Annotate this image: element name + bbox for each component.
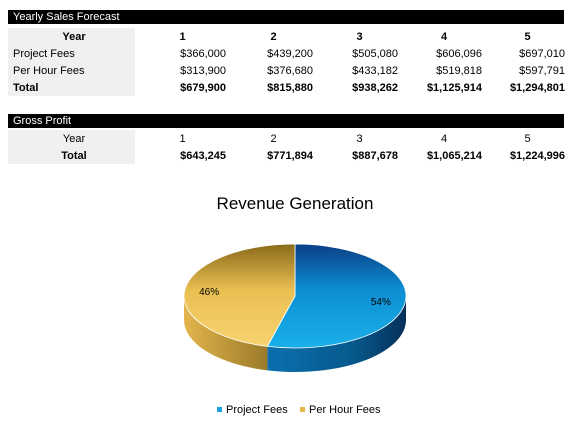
year-2-header: 2: [270, 30, 277, 43]
legend-swatch: [300, 407, 305, 412]
year-header: Year: [8, 28, 135, 45]
total-value: $1,224,996: [509, 149, 565, 162]
cell-value: $313,900: [180, 64, 226, 77]
year-header: Year: [8, 130, 135, 147]
total-value: $643,245: [180, 149, 226, 162]
pie-slice-project-fees: [266, 243, 407, 349]
year-2-header: 2: [270, 132, 277, 145]
total-value: $679,900: [180, 81, 226, 94]
table-row: Project Fees $366,000 $439,200 $505,080 …: [8, 45, 569, 62]
pie-slice-side-per-hour-fees: [184, 296, 268, 371]
cell-value: $697,010: [519, 47, 565, 60]
revenue-pie-chart: Revenue Generation 54% 46% Project Fees Pe…: [183, 194, 407, 416]
cell-value: $376,680: [267, 64, 313, 77]
chart-legend: Project Fees Per Hour Fees: [217, 404, 381, 416]
legend-swatch: [217, 407, 222, 412]
chart-title: Revenue Generation: [217, 194, 374, 213]
pie-slice-side-project-fees: [267, 296, 407, 373]
table-row: Total $643,245 $771,894 $887,678 $1,065,…: [8, 147, 569, 164]
cell-value: $366,000: [180, 47, 226, 60]
cell-value: $433,182: [352, 64, 398, 77]
total-label: Total: [8, 147, 135, 164]
cell-value: $597,791: [519, 64, 565, 77]
year-3-header: 3: [356, 132, 363, 145]
legend-label: Per Hour Fees: [309, 404, 381, 416]
total-value: $1,065,214: [426, 149, 482, 162]
total-value: $938,262: [352, 81, 398, 94]
table-row: Year 1 2 3 4 5: [8, 130, 569, 147]
cell-value: $519,818: [436, 64, 482, 77]
legend-label: Project Fees: [226, 404, 288, 416]
pie-slice-per-hour-fees: [183, 243, 296, 347]
year-5-header: 5: [524, 132, 531, 145]
total-value: $1,294,801: [509, 81, 565, 94]
gross-profit-table: Year 1 2 3 4 5 Total $643,245 $771,894 $…: [8, 130, 569, 164]
row-label: Project Fees: [8, 45, 135, 62]
year-1-header: 1: [179, 30, 186, 43]
total-value: $771,894: [267, 149, 313, 162]
year-4-header: 4: [440, 30, 448, 43]
year-4-header: 4: [440, 132, 448, 145]
row-label: Per Hour Fees: [8, 62, 135, 79]
year-5-header: 5: [524, 30, 531, 43]
table-row: Year 1 2 3 4 5: [8, 28, 569, 45]
forecast-table: Year 1 2 3 4 5 Project Fees $366,000 $43…: [8, 28, 569, 96]
total-label: Total: [8, 79, 135, 96]
year-1-header: 1: [179, 132, 186, 145]
total-value: $1,125,914: [426, 81, 482, 94]
year-3-header: 3: [356, 30, 363, 43]
table-row: Total $679,900 $815,880 $938,262 $1,125,…: [8, 79, 569, 96]
data-label: 54%: [371, 297, 391, 308]
table-row: Per Hour Fees $313,900 $376,680 $433,182…: [8, 62, 569, 79]
forecast-title: Yearly Sales Forecast: [8, 10, 564, 24]
cell-value: $505,080: [352, 47, 398, 60]
gross-profit-title: Gross Profit: [8, 114, 564, 128]
total-value: $887,678: [352, 149, 398, 162]
data-label: 46%: [199, 287, 219, 298]
cell-value: $439,200: [267, 47, 313, 60]
total-value: $815,880: [267, 81, 313, 94]
cell-value: $606,096: [436, 47, 482, 60]
